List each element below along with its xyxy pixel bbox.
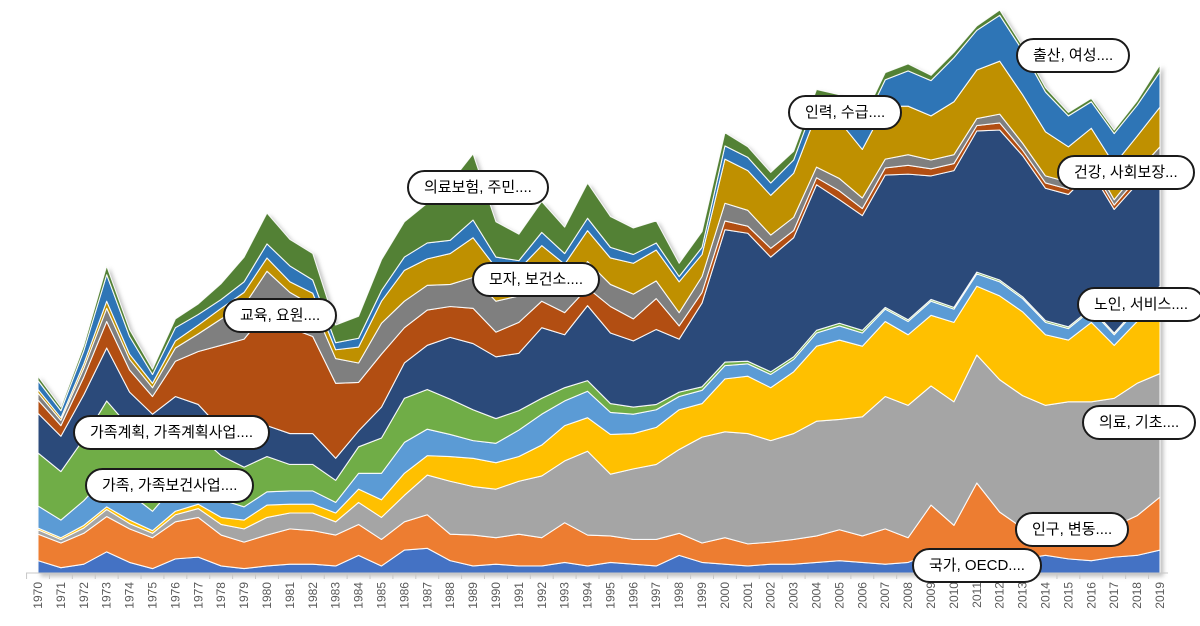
x-axis-label-1992: 1992 (535, 582, 549, 609)
chart-callout-9: 가족, 가족보건사업.... (85, 468, 255, 504)
x-axis-label-2003: 2003 (787, 582, 801, 609)
x-axis-label-1987: 1987 (420, 582, 434, 609)
chart-callout-8: 의료, 기초.... (1082, 405, 1197, 441)
x-axis-label-1994: 1994 (581, 582, 595, 609)
x-axis-label-2012: 2012 (993, 582, 1007, 609)
x-axis-label-1972: 1972 (77, 582, 91, 609)
x-axis-label-1996: 1996 (626, 582, 640, 609)
x-axis-label-1985: 1985 (374, 582, 388, 609)
x-axis-label-1971: 1971 (54, 582, 68, 609)
x-axis-label-2018: 2018 (1130, 582, 1144, 609)
x-axis-label-1980: 1980 (260, 582, 274, 609)
x-axis-label-2017: 2017 (1107, 582, 1121, 609)
x-axis-label-2019: 2019 (1153, 582, 1167, 609)
x-axis-label-1999: 1999 (695, 582, 709, 609)
chart-callout-6: 노인, 서비스.... (1077, 287, 1200, 323)
x-axis-label-2006: 2006 (855, 582, 869, 609)
x-axis-label-1984: 1984 (352, 582, 366, 609)
x-axis-label-2010: 2010 (947, 582, 961, 609)
area-series-11[interactable] (37, 9, 1161, 412)
chart-callout-1: 인력, 수급.... (788, 95, 903, 131)
x-axis-label-1997: 1997 (649, 582, 663, 609)
x-axis-label-2011: 2011 (970, 582, 984, 608)
x-axis-label-1979: 1979 (237, 582, 251, 609)
x-axis-label-2007: 2007 (878, 582, 892, 609)
x-axis-label-1983: 1983 (329, 582, 343, 609)
x-axis-label-2015: 2015 (1061, 582, 1075, 609)
chart-callout-5: 교육, 요원.... (223, 298, 338, 334)
x-axis-label-2002: 2002 (764, 582, 778, 609)
x-axis-label-1993: 1993 (558, 582, 572, 609)
x-axis-label-1988: 1988 (443, 582, 457, 609)
x-axis-label-1976: 1976 (168, 582, 182, 609)
x-axis: 1970 1971 1972 1973 1974 1975 1976 1977 1978 1979… (26, 572, 1168, 609)
chart-callout-10: 인구, 변동.... (1015, 512, 1130, 548)
x-axis-label-2000: 2000 (718, 582, 732, 609)
x-axis-label-1975: 1975 (145, 582, 159, 609)
x-axis-label-2001: 2001 (741, 582, 755, 609)
x-axis-label-1998: 1998 (672, 582, 686, 609)
x-axis-label-2016: 2016 (1084, 582, 1098, 609)
x-axis-label-1973: 1973 (100, 582, 114, 609)
x-axis-label-2008: 2008 (901, 582, 915, 609)
x-axis-label-1970: 1970 (31, 582, 45, 609)
chart-callout-4: 모자, 보건소.... (472, 262, 601, 298)
chart-callout-2: 의료보험, 주민.... (407, 170, 549, 206)
chart-callout-0: 출산, 여성.... (1016, 38, 1131, 74)
x-axis-label-1989: 1989 (466, 582, 480, 609)
x-axis-label-2009: 2009 (924, 582, 938, 609)
x-axis-label-2005: 2005 (832, 582, 846, 609)
x-axis-label-1974: 1974 (123, 582, 137, 609)
x-axis-label-1981: 1981 (283, 582, 297, 609)
x-axis-label-1977: 1977 (191, 582, 205, 609)
x-axis-label-1978: 1978 (214, 582, 228, 609)
x-axis-label-1995: 1995 (603, 582, 617, 609)
chart-callout-3: 건강, 사회보장... (1057, 155, 1195, 191)
x-axis-label-1986: 1986 (397, 582, 411, 609)
x-axis-label-2004: 2004 (810, 582, 824, 609)
x-axis-label-1991: 1991 (512, 582, 526, 609)
x-axis-label-2014: 2014 (1039, 582, 1053, 609)
chart-callout-11: 국가, OECD.... (912, 548, 1042, 584)
x-axis-label-1982: 1982 (306, 582, 320, 609)
x-axis-label-2013: 2013 (1016, 582, 1030, 609)
x-axis-label-1990: 1990 (489, 582, 503, 609)
chart-callout-7: 가족계획, 가족계획사업.... (73, 415, 271, 451)
